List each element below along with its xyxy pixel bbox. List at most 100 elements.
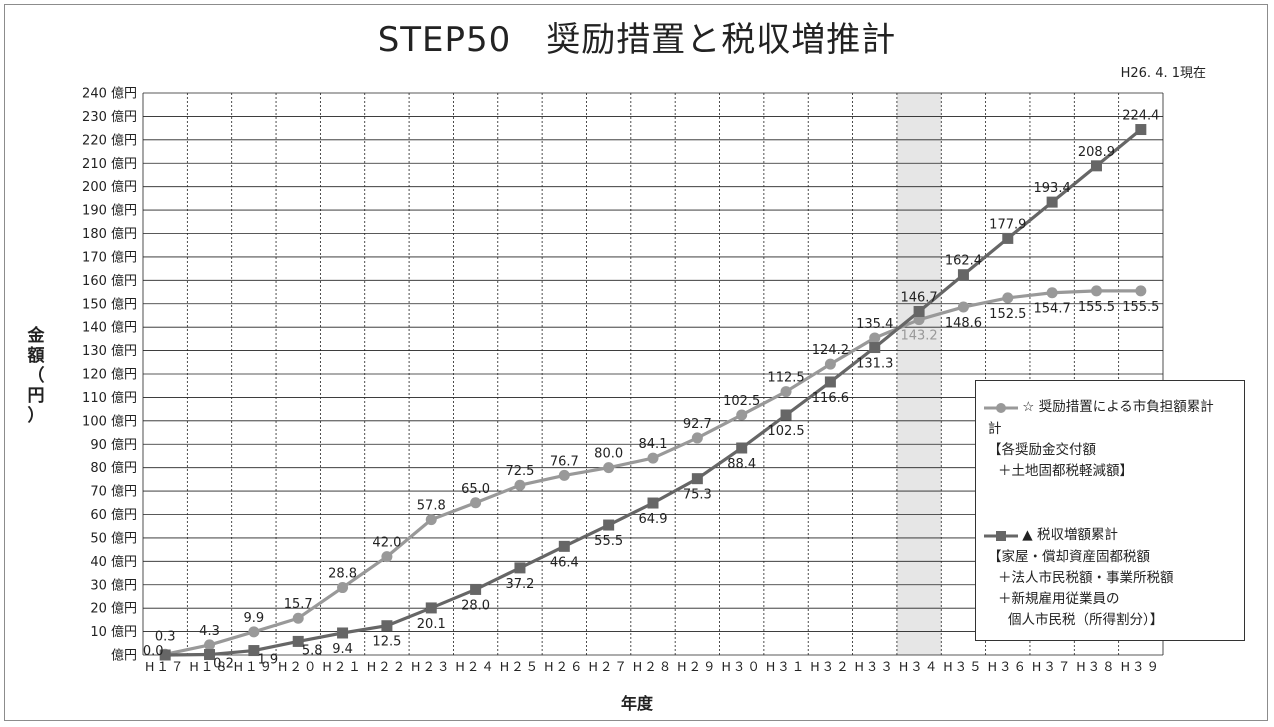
series-2-point	[736, 442, 748, 454]
y-tick-label: 30 億円	[90, 577, 137, 593]
series-1-data-label: 28.8	[328, 567, 357, 582]
series-1-point	[470, 497, 482, 509]
series-2-point	[957, 269, 969, 281]
chart-title: STEP50 奨励措置と税収増推計	[377, 20, 897, 60]
series-2-data-label: 9.4	[332, 642, 353, 657]
legend-square-marker-icon	[984, 530, 1018, 541]
series-2-data-label: 146.7	[900, 290, 937, 305]
y-tick-label: 40 億円	[90, 554, 137, 570]
series-2-data-label: 177.9	[989, 217, 1026, 232]
x-tick-label: H１７	[145, 659, 185, 674]
series-2-point	[1002, 232, 1014, 244]
series-1-point	[957, 301, 969, 313]
y-tick-label: 160 億円	[82, 273, 137, 289]
series-2-point	[514, 562, 526, 574]
x-tick-label: H３４	[899, 659, 939, 674]
series-2-data-label: 131.3	[856, 357, 893, 372]
legend-note-2-line-2: ＋法人市民税額・事業所税額	[998, 569, 1174, 586]
series-2-point	[337, 627, 349, 639]
series-1-data-label: 9.9	[244, 611, 265, 626]
series-1-data-label: 0.3	[155, 629, 176, 644]
series-2-data-label: 0.0	[143, 644, 164, 659]
x-tick-label: H２７	[588, 659, 628, 674]
y-axis-title-char: （	[27, 366, 45, 386]
series-1-data-label: 76.7	[550, 454, 579, 469]
series-2-data-label: 88.4	[727, 457, 756, 472]
series-1-data-label: 143.2	[900, 329, 937, 344]
series-1-data-label: 42.0	[372, 536, 401, 551]
series-1-point	[824, 358, 836, 370]
series-2-data-label: 1.9	[258, 653, 279, 668]
series-1-data-label: 148.6	[945, 316, 982, 331]
series-2-point	[913, 305, 925, 317]
series-2-point	[780, 409, 792, 421]
series-1-point	[603, 462, 615, 474]
chart-frame	[4, 4, 1268, 721]
legend-label-series-2: ▲ 税収増額累計	[1022, 527, 1118, 543]
series-1-point	[647, 452, 659, 464]
y-tick-label: 190 億円	[82, 203, 137, 219]
x-tick-label: H３６	[988, 659, 1028, 674]
series-1-point	[1002, 292, 1014, 304]
series-1-data-label: 155.5	[1122, 300, 1159, 315]
y-tick-label: 140 億円	[82, 320, 137, 336]
series-1-data-label: 154.7	[1034, 302, 1071, 317]
y-tick-label: 70 億円	[90, 484, 137, 500]
series-2-data-label: 5.8	[302, 643, 323, 658]
series-1-data-label: 72.5	[505, 464, 534, 479]
series-1-data-label: 65.0	[461, 482, 490, 497]
y-tick-label: 200 億円	[82, 179, 137, 195]
series-2-point	[1135, 124, 1147, 136]
series-2-data-label: 28.0	[461, 598, 490, 613]
y-axis-title-char: 円	[27, 386, 45, 406]
series-2-point	[558, 540, 570, 552]
y-tick-label: 100 億円	[82, 413, 137, 429]
y-tick-label: 90 億円	[90, 437, 137, 453]
y-tick-label: 180 億円	[82, 226, 137, 242]
legend-label-series-1: ☆ 奨励措置による市負担額累計	[1022, 399, 1214, 415]
series-1-point	[558, 469, 570, 481]
x-tick-label: H１９	[234, 659, 274, 674]
y-tick-label: 210 億円	[82, 156, 137, 172]
series-2-data-label: 0.2	[213, 657, 234, 672]
x-tick-label: H３３	[855, 659, 895, 674]
series-2-point	[869, 342, 881, 354]
series-2-data-label: 55.5	[594, 534, 623, 549]
legend: ☆ 奨励措置による市負担額累計 計 【各奨励金交付額 ＋土地固都税軽減額】 ▲ …	[975, 380, 1245, 641]
series-1-data-label: 152.5	[989, 307, 1026, 322]
x-tick-label: H３５	[943, 659, 983, 674]
series-1-point	[425, 514, 437, 526]
series-1-data-label: 155.5	[1078, 300, 1115, 315]
date-note: H26. 4. 1現在	[1120, 66, 1206, 81]
series-2-point	[248, 645, 260, 657]
x-tick-label: H３２	[810, 659, 850, 674]
series-2-point	[1090, 160, 1102, 172]
series-2-point	[824, 376, 836, 388]
series-1-data-label: 80.0	[594, 447, 623, 462]
legend-note-1-line-1: 計	[988, 420, 1002, 437]
series-2-data-label: 37.2	[505, 577, 534, 592]
series-2-point	[647, 497, 659, 509]
series-1-data-label: 4.3	[199, 624, 220, 639]
series-1-point	[248, 626, 260, 638]
y-tick-label: 億円	[111, 648, 137, 664]
x-tick-label: H２４	[455, 659, 495, 674]
series-2-data-label: 102.5	[767, 424, 804, 439]
series-2-point	[381, 620, 393, 632]
x-tick-label: H３０	[721, 659, 761, 674]
series-1-point	[1135, 285, 1147, 297]
x-tick-label: H３１	[766, 659, 806, 674]
legend-circle-marker-icon	[984, 402, 1018, 413]
x-tick-label: H２２	[367, 659, 407, 674]
series-2-point	[470, 583, 482, 595]
y-tick-label: 220 億円	[82, 132, 137, 148]
y-tick-label: 170 億円	[82, 249, 137, 265]
series-1-point	[337, 582, 349, 594]
series-1-point	[780, 386, 792, 398]
x-tick-label: H２９	[677, 659, 717, 674]
series-1-data-label: 84.1	[639, 437, 668, 452]
series-1-data-label: 112.5	[767, 371, 804, 386]
legend-item-series-2: ▲ 税収増額累計 【家屋・償却資産固都税額 ＋法人市民税額・事業所税額 ＋新規雇…	[984, 525, 1174, 631]
series-2-data-label: 75.3	[683, 488, 712, 503]
